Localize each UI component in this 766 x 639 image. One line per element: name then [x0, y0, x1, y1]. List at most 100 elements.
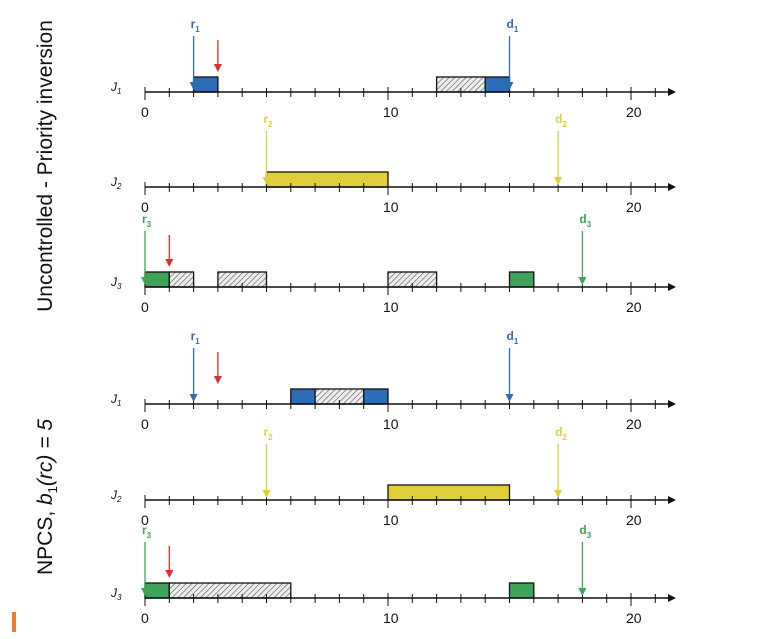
marker-letter: d	[555, 425, 562, 439]
marker-letter: r	[191, 329, 196, 343]
marker-letter: r	[264, 425, 269, 439]
slide-accent-bar	[12, 612, 16, 632]
marker-label: d3	[579, 523, 591, 540]
execution-block-yellow	[265, 171, 389, 188]
tick-label: 20	[626, 199, 642, 215]
marker-label: d2	[555, 112, 567, 129]
arrow-head	[554, 177, 563, 185]
marker-label: r3	[142, 212, 152, 229]
release-arrow: r1	[189, 17, 201, 90]
marker-sub: 2	[562, 433, 567, 442]
tick-label: 10	[383, 199, 399, 215]
npcs-title-b: b	[34, 493, 57, 505]
execution-block-green	[508, 582, 535, 599]
marker-label: d1	[507, 329, 519, 346]
tick-label: 20	[626, 104, 642, 120]
execution-block-green	[508, 271, 535, 288]
marker-sub: 3	[147, 220, 152, 229]
marker-letter: r	[142, 523, 147, 537]
job-label: J1	[110, 392, 121, 408]
section-title-npcs: NPCS, b1(rc) = 5	[34, 419, 60, 575]
arrow-head	[262, 490, 271, 498]
arrow-head	[554, 490, 563, 498]
lock-request-arrow	[213, 40, 222, 72]
marker-sub: 3	[587, 220, 592, 229]
execution-block-yellow	[387, 484, 511, 501]
axis-arrowhead	[668, 183, 676, 191]
marker-label: d1	[507, 17, 519, 34]
job-label: J1	[110, 80, 121, 96]
execution-block-blue	[192, 76, 219, 93]
tick-label: 20	[626, 299, 642, 315]
deadline-arrow: d3	[578, 212, 592, 285]
axis-arrowhead	[668, 283, 676, 291]
job-label-sub: 2	[116, 182, 122, 191]
marker-label: r2	[264, 425, 274, 442]
execution-block-green	[144, 582, 170, 599]
npcs-title-b-sub: 1	[45, 486, 60, 493]
marker-letter: r	[191, 17, 196, 31]
job-label: J3	[110, 275, 122, 291]
marker-sub: 1	[195, 337, 200, 346]
marker-letter: d	[507, 17, 514, 31]
marker-letter: d	[555, 112, 562, 126]
job-label-letter: J	[110, 392, 118, 406]
marker-letter: d	[507, 329, 514, 343]
tick-label: 10	[383, 512, 399, 528]
tick-label: 0	[141, 416, 149, 432]
marker-label: r1	[191, 329, 201, 346]
npcs-title-prefix: NPCS,	[34, 505, 57, 575]
marker-sub: 3	[587, 531, 592, 540]
job-label: J2	[110, 488, 122, 504]
lock-request-arrow	[165, 546, 174, 578]
job-label-sub: 2	[116, 495, 122, 504]
release-arrow: r2	[262, 425, 274, 498]
tick-label: 10	[383, 416, 399, 432]
tick-label: 20	[626, 610, 642, 626]
arrow-head	[165, 259, 174, 267]
arrow-head	[141, 588, 149, 596]
arrow-head	[505, 394, 514, 402]
execution-block-blue	[484, 76, 511, 93]
arrow-head	[213, 64, 222, 72]
job-label-letter: J	[110, 488, 118, 502]
release-arrow: r3	[141, 212, 152, 285]
marker-letter: r	[142, 212, 147, 226]
marker-letter: d	[579, 212, 586, 226]
deadline-arrow: d1	[505, 17, 519, 90]
execution-block-blue	[363, 388, 389, 405]
arrow-head	[189, 394, 198, 402]
arrow-head	[189, 82, 198, 90]
execution-block-hatch	[168, 271, 195, 288]
release-arrow: r2	[262, 112, 273, 185]
arrow-head	[262, 177, 271, 185]
marker-sub: 2	[562, 120, 567, 129]
marker-label: d3	[579, 212, 591, 229]
deadline-arrow: d1	[505, 329, 519, 402]
job-label-letter: J	[110, 275, 118, 289]
job-label-sub: 1	[117, 399, 121, 408]
lock-request-arrow	[213, 352, 222, 384]
marker-letter: r	[264, 112, 269, 126]
tick-label: 0	[141, 299, 149, 315]
tick-label: 20	[626, 512, 642, 528]
job-label: J3	[110, 586, 122, 602]
arrow-head	[578, 588, 587, 596]
arrow-head	[213, 376, 222, 384]
marker-label: r3	[142, 523, 152, 540]
marker-sub: 2	[268, 433, 273, 442]
deadline-arrow: d2	[554, 425, 567, 498]
marker-label: r1	[191, 17, 201, 34]
job-label: J2	[110, 175, 122, 191]
marker-sub: 2	[268, 120, 273, 129]
job-label-letter: J	[110, 175, 118, 189]
marker-sub: 1	[514, 337, 519, 346]
marker-letter: d	[579, 523, 586, 537]
job-label-sub: 1	[117, 87, 121, 96]
axis-arrowhead	[668, 496, 676, 504]
